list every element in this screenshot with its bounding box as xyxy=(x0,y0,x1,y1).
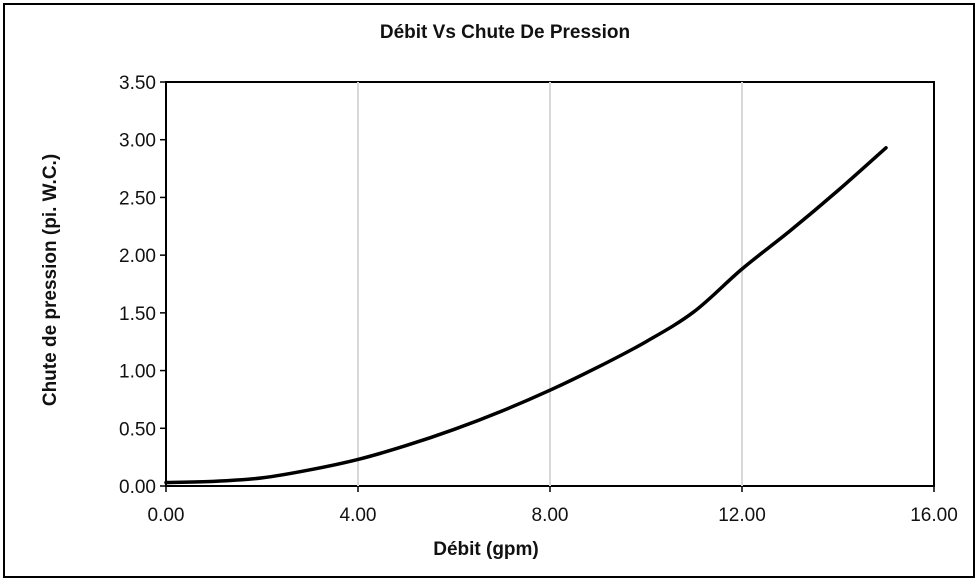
series-layer xyxy=(164,146,888,485)
grid-lines xyxy=(357,82,743,486)
y-tick-label: 0.00 xyxy=(119,477,156,498)
y-tick-label: 1.50 xyxy=(119,304,156,325)
y-tick-label: 3.50 xyxy=(119,73,156,94)
x-tick-label: 8.00 xyxy=(532,505,569,526)
series-line xyxy=(164,146,888,485)
x-tick-label: 12.00 xyxy=(718,505,766,526)
y-tick-label: 2.00 xyxy=(119,246,156,267)
y-tick-label: 1.00 xyxy=(119,362,156,383)
y-tick-label: 2.50 xyxy=(119,188,156,209)
x-axis-label: Débit (gpm) xyxy=(433,539,539,560)
x-tick-label: 16.00 xyxy=(910,505,958,526)
y-axis-label: Chute de pression (pi. W.C.) xyxy=(40,154,61,406)
x-ticks: 0.00 4.00 8.00 12.00 16.00 xyxy=(148,486,958,526)
y-tick-label: 0.50 xyxy=(119,419,156,440)
x-tick-label: 4.00 xyxy=(340,505,377,526)
y-ticks: 0.00 0.50 1.00 1.50 2.00 2.50 3.00 3.50 xyxy=(119,73,166,498)
y-tick-label: 3.00 xyxy=(119,131,156,152)
chart-title: Débit Vs Chute De Pression xyxy=(380,22,630,43)
x-tick-label: 0.00 xyxy=(148,505,185,526)
